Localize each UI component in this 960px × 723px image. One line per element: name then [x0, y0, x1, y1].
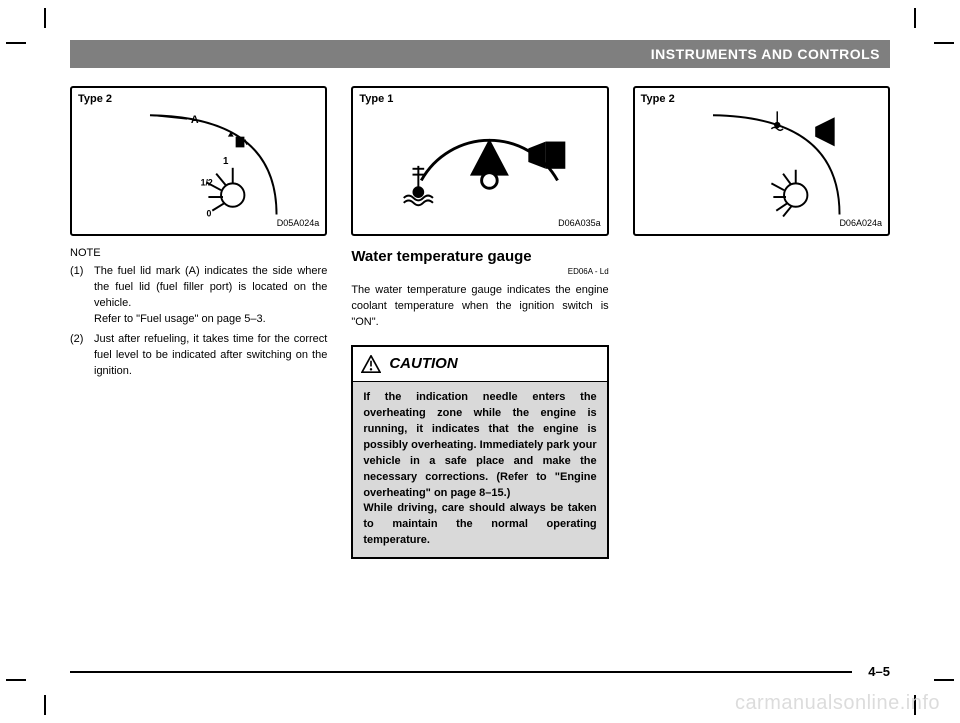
section-header-title: INSTRUMENTS AND CONTROLS — [651, 46, 880, 62]
page-footer: 4–5 — [70, 664, 890, 679]
figure-fuel-gauge-type2: Type 2 A 1 1/2 0 — [70, 86, 327, 236]
note-text: The fuel lid mark (A) indicates the side… — [94, 265, 327, 309]
note-num: (1) — [70, 264, 94, 328]
figure-temp-gauge-type1: Type 1 D — [351, 86, 608, 236]
column-right: Type 2 — [633, 86, 890, 559]
svg-text:A: A — [191, 114, 199, 126]
page-number: 4–5 — [852, 664, 890, 679]
temp-gauge-type1-icon — [353, 88, 606, 234]
figure-code: D05A024a — [277, 217, 320, 230]
note-item-1: (1) The fuel lid mark (A) indicates the … — [70, 264, 327, 328]
svg-text:1: 1 — [223, 156, 229, 167]
svg-text:1/2: 1/2 — [201, 177, 213, 187]
caution-body: If the indication needle enters the over… — [353, 382, 606, 557]
note-subtext: Refer to "Fuel usage" on page 5–3. — [94, 313, 266, 325]
section-header-bar: INSTRUMENTS AND CONTROLS — [70, 40, 890, 68]
figure-label: Type 2 — [641, 92, 675, 108]
section-body: The water temperature gauge indicates th… — [351, 283, 608, 331]
figure-code: D06A035a — [558, 217, 601, 230]
figure-code: D06A024a — [839, 217, 882, 230]
figure-label: Type 2 — [78, 92, 112, 108]
column-left: Type 2 A 1 1/2 0 — [70, 86, 327, 559]
caution-header: CAUTION — [353, 347, 606, 382]
figure-label: Type 1 — [359, 92, 393, 108]
figure-temp-gauge-type2: Type 2 — [633, 86, 890, 236]
note-heading: NOTE — [70, 246, 327, 262]
svg-text:0: 0 — [206, 208, 211, 218]
temp-gauge-type2-icon — [635, 88, 888, 234]
note-item-2: (2) Just after refueling, it takes time … — [70, 332, 327, 380]
caution-box: CAUTION If the indication needle enters … — [351, 345, 608, 559]
column-middle: Type 1 D — [351, 86, 608, 559]
note-text: Just after refueling, it takes time for … — [94, 332, 327, 380]
note-num: (2) — [70, 332, 94, 380]
fuel-gauge-icon: A 1 1/2 0 — [72, 88, 325, 234]
section-heading: Water temperature gauge — [351, 246, 608, 268]
caution-label: CAUTION — [389, 353, 457, 375]
watermark: carmanualsonline.info — [735, 692, 940, 715]
warning-triangle-icon — [361, 355, 381, 373]
page-rule — [70, 671, 852, 673]
